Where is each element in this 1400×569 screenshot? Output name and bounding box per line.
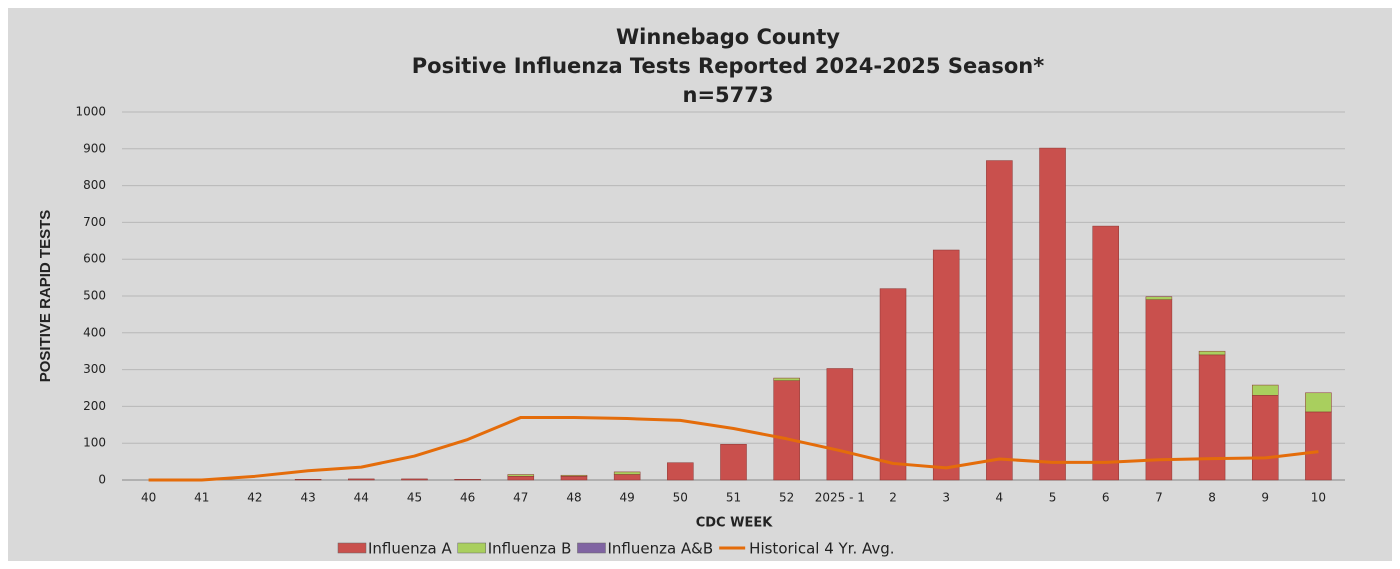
x-tick-label: 44 (354, 491, 369, 505)
line-series (148, 415, 1319, 482)
y-tick-label: 300 (83, 362, 106, 376)
bar-segment (1198, 354, 1226, 481)
x-tick-label: 52 (779, 491, 794, 505)
y-tick-label: 500 (83, 289, 106, 303)
x-tick-label: 3 (942, 491, 950, 505)
bar-segment (613, 474, 641, 481)
bar-segment (401, 478, 428, 481)
chart-title: Winnebago County (616, 25, 840, 49)
bar-segment (1305, 411, 1332, 481)
x-tick-label: 50 (673, 491, 688, 505)
x-tick-label: 10 (1311, 491, 1326, 505)
bar-segment (773, 380, 800, 481)
legend-swatch (577, 542, 606, 554)
chart-note: n=5773 (683, 83, 774, 107)
bar-segment (1305, 392, 1332, 413)
x-tick-label: 46 (460, 491, 475, 505)
bar-segment (932, 249, 960, 481)
x-tick-label: 43 (300, 491, 315, 505)
y-tick-label: 0 (98, 473, 106, 487)
legend-swatch (337, 542, 367, 554)
bar-segment (1198, 350, 1226, 356)
x-axis-title: CDC WEEK (696, 516, 773, 531)
x-tick-label: 6 (1102, 491, 1110, 505)
bar-segment (613, 471, 641, 475)
legend-label: Historical 4 Yr. Avg. (749, 540, 894, 558)
x-tick-label: 45 (407, 491, 422, 505)
y-tick-label: 900 (83, 141, 106, 155)
bar-segment (986, 160, 1013, 481)
bar-segment (454, 479, 481, 481)
bar-segment (294, 479, 322, 481)
bar-segment (507, 476, 535, 481)
bar-segment (348, 478, 375, 481)
x-tick-label: 51 (726, 491, 741, 505)
bar-segment (1092, 225, 1119, 481)
y-tick-label: 800 (83, 178, 106, 192)
legend-label: Influenza B (488, 540, 572, 558)
x-tick-label: 48 (566, 491, 581, 505)
bar-segment (1145, 299, 1173, 481)
bar-segment (1251, 384, 1279, 396)
y-tick-label: 700 (83, 215, 106, 229)
bar-segment (507, 474, 535, 477)
x-tick-label: 2025 - 1 (815, 491, 865, 505)
bar-segment (667, 462, 694, 481)
chart-subtitle: Positive Influenza Tests Reported 2024-2… (412, 54, 1044, 78)
bar-segment (560, 476, 588, 481)
x-tick-label: 5 (1049, 491, 1057, 505)
legend-label: Influenza A&B (607, 540, 713, 558)
bar-segment (773, 377, 800, 381)
y-tick-label: 600 (83, 252, 106, 266)
y-axis-title: POSITIVE RAPID TESTS (37, 210, 54, 383)
bar-segment (826, 368, 854, 481)
x-tick-label: 4 (996, 491, 1004, 505)
x-tick-label: 9 (1261, 491, 1269, 505)
x-tick-label: 47 (513, 491, 528, 505)
bar-segment (1145, 296, 1173, 300)
x-tick-label: 7 (1155, 491, 1163, 505)
bar-segment (560, 474, 588, 477)
x-tick-label: 49 (620, 491, 635, 505)
x-tick-label: 41 (194, 491, 209, 505)
y-tick-label: 400 (83, 325, 106, 339)
y-tick-label: 200 (83, 399, 106, 413)
legend-swatch (457, 542, 486, 554)
bar-segment (879, 288, 907, 481)
x-tick-label: 42 (247, 491, 262, 505)
y-tick-label: 1000 (75, 105, 106, 119)
bar-segment (1251, 395, 1279, 481)
x-tick-label: 40 (141, 491, 156, 505)
x-tick-label: 2 (889, 491, 897, 505)
legend-label: Influenza A (368, 540, 452, 558)
x-tick-label: 8 (1208, 491, 1216, 505)
bar-segment (720, 444, 747, 481)
bar-segment (1039, 147, 1066, 481)
y-tick-label: 100 (83, 436, 106, 450)
